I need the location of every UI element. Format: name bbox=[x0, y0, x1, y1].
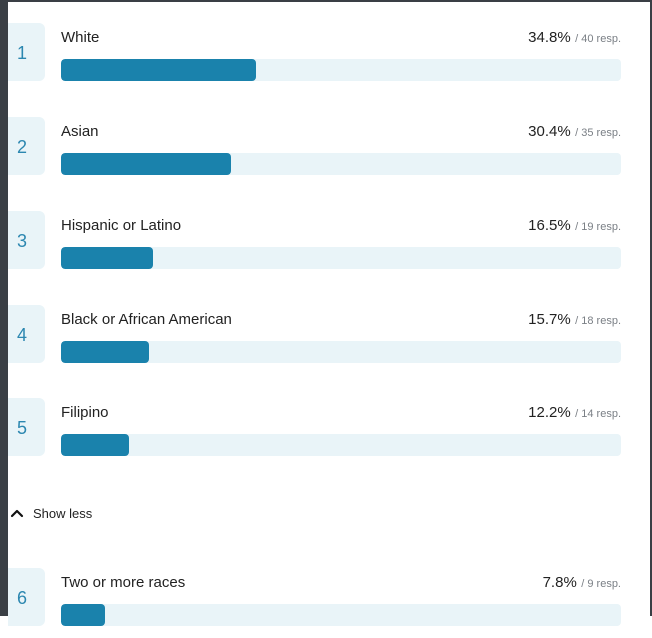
right-frame-edge bbox=[650, 0, 652, 616]
percent-value: 15.7% bbox=[528, 311, 571, 328]
progress-fill bbox=[61, 247, 154, 269]
progress-fill bbox=[61, 153, 232, 175]
percent-value: 34.8% bbox=[528, 29, 571, 46]
left-frame-edge bbox=[0, 0, 8, 616]
result-stat: 16.5% / 19 resp. bbox=[528, 217, 621, 235]
percent-value: 12.2% bbox=[528, 404, 571, 421]
progress-track bbox=[61, 247, 621, 269]
result-row: 5 Filipino 12.2% / 14 resp. bbox=[8, 398, 644, 468]
option-label: Hispanic or Latino bbox=[61, 217, 182, 234]
response-count: / 40 resp. bbox=[575, 33, 621, 45]
show-less-label: Show less bbox=[33, 505, 93, 521]
rank-badge: 3 bbox=[8, 211, 45, 269]
rank-number: 3 bbox=[17, 231, 28, 251]
percent-value: 16.5% bbox=[528, 217, 571, 234]
rank-badge: 2 bbox=[8, 117, 45, 175]
rank-number: 2 bbox=[17, 137, 28, 157]
response-count: / 14 resp. bbox=[575, 408, 621, 420]
percent-value: 30.4% bbox=[528, 123, 571, 140]
result-row: 3 Hispanic or Latino 16.5% / 19 resp. bbox=[8, 211, 644, 281]
progress-fill bbox=[61, 604, 105, 626]
progress-track bbox=[61, 434, 621, 456]
result-row: 2 Asian 30.4% / 35 resp. bbox=[8, 117, 644, 187]
option-label: Two or more races bbox=[61, 574, 186, 591]
result-stat: 34.8% / 40 resp. bbox=[528, 29, 621, 47]
rank-badge: 5 bbox=[8, 398, 45, 456]
response-count: / 19 resp. bbox=[575, 221, 621, 233]
option-label: Asian bbox=[61, 123, 99, 140]
progress-track bbox=[61, 604, 621, 626]
result-stat: 30.4% / 35 resp. bbox=[528, 123, 621, 141]
rank-badge: 1 bbox=[8, 23, 45, 81]
response-count: / 35 resp. bbox=[575, 127, 621, 139]
progress-track bbox=[61, 59, 621, 81]
progress-fill bbox=[61, 341, 149, 363]
option-label: Filipino bbox=[61, 404, 109, 421]
progress-fill bbox=[61, 59, 256, 81]
result-stat: 15.7% / 18 resp. bbox=[528, 311, 621, 329]
progress-track bbox=[61, 341, 621, 363]
result-row: 4 Black or African American 15.7% / 18 r… bbox=[8, 305, 644, 375]
rank-number: 5 bbox=[17, 418, 28, 438]
result-row: 6 Two or more races 7.8% / 9 resp. bbox=[8, 568, 644, 638]
percent-value: 7.8% bbox=[542, 574, 577, 591]
result-row: 1 White 34.8% / 40 resp. bbox=[8, 23, 644, 93]
option-label: Black or African American bbox=[61, 311, 232, 328]
progress-track bbox=[61, 153, 621, 175]
rank-number: 6 bbox=[17, 588, 28, 608]
chevron-up-icon bbox=[10, 509, 24, 518]
result-stat: 12.2% / 14 resp. bbox=[528, 404, 621, 422]
response-count: / 9 resp. bbox=[581, 578, 621, 590]
rank-badge: 6 bbox=[8, 568, 45, 626]
top-frame-edge bbox=[0, 0, 652, 2]
result-stat: 7.8% / 9 resp. bbox=[543, 574, 621, 592]
rank-number: 4 bbox=[17, 325, 28, 345]
response-count: / 18 resp. bbox=[575, 315, 621, 327]
option-label: White bbox=[61, 29, 100, 46]
progress-fill bbox=[61, 434, 130, 456]
rank-badge: 4 bbox=[8, 305, 45, 363]
show-less-toggle[interactable]: Show less bbox=[8, 502, 92, 524]
rank-number: 1 bbox=[17, 43, 28, 63]
